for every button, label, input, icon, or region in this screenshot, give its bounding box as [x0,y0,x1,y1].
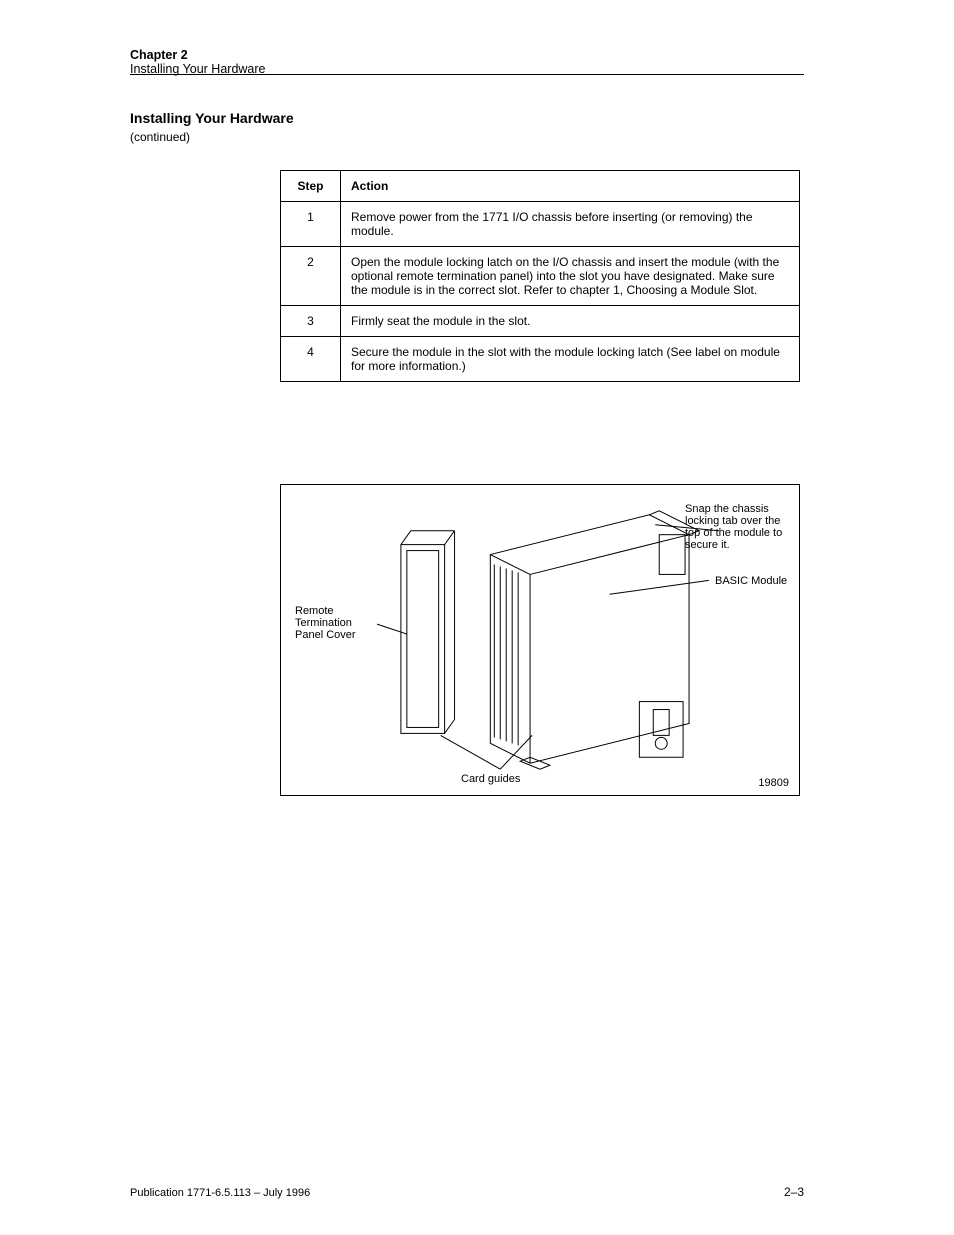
cell-step: 4 [281,337,341,382]
cell-action: Open the module locking latch on the I/O… [341,247,800,306]
figure-label-card-guides: Card guides [461,773,520,785]
figure-label-module: BASIC Module [715,575,787,587]
table-row: 1 Remove power from the 1771 I/O chassis… [281,202,800,247]
page-number: 2–3 [784,1185,804,1199]
figure-label-remote-panel: Remote Termination Panel Cover [295,605,356,641]
publication-ref: Publication 1771-6.5.113 – July 1996 [130,1187,310,1199]
cell-action: Remove power from the 1771 I/O chassis b… [341,202,800,247]
table-row: 3 Firmly seat the module in the slot. [281,306,800,337]
figure-ref: 19809 [758,777,789,789]
header-rule [130,74,804,75]
figure-label-locking-tab: Snap the chassis locking tab over the to… [685,503,782,551]
page: Chapter 2 Installing Your Hardware Insta… [0,0,954,1235]
table-row: 2 Open the module locking latch on the I… [281,247,800,306]
table-header-row: Step Action [281,171,800,202]
col-action: Action [341,171,800,202]
cell-action: Secure the module in the slot with the m… [341,337,800,382]
chapter-number: Chapter 2 [130,48,188,62]
steps-table: Step Action 1 Remove power from the 1771… [280,170,800,382]
cell-step: 3 [281,306,341,337]
section-title: Installing Your Hardware [130,110,294,126]
cell-step: 1 [281,202,341,247]
chapter-heading: Chapter 2 Installing Your Hardware [130,48,266,76]
steps-table-wrap: Step Action 1 Remove power from the 1771… [280,170,800,382]
section-continued: (continued) [130,130,190,144]
cell-step: 2 [281,247,341,306]
cell-action: Firmly seat the module in the slot. [341,306,800,337]
table-row: 4 Secure the module in the slot with the… [281,337,800,382]
figure: Remote Termination Panel Cover BASIC Mod… [280,484,800,796]
col-step: Step [281,171,341,202]
